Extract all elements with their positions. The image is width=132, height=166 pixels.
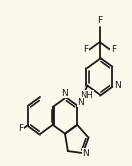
- Text: N: N: [61, 89, 68, 98]
- Text: F: F: [111, 45, 116, 54]
- Text: N: N: [83, 149, 89, 158]
- Text: NH: NH: [80, 91, 93, 100]
- Text: N: N: [77, 98, 84, 107]
- Text: F: F: [97, 16, 102, 25]
- Text: N: N: [114, 82, 121, 90]
- Text: F: F: [18, 124, 23, 133]
- Text: F: F: [83, 45, 88, 54]
